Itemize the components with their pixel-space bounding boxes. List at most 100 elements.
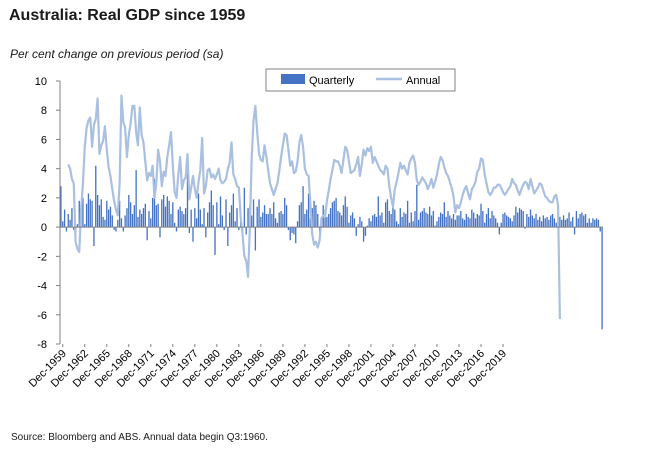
quarterly-bar — [219, 196, 222, 228]
quarterly-bar — [120, 218, 123, 228]
quarterly-bar — [263, 205, 266, 228]
quarterly-bar — [139, 209, 141, 228]
quarterly-bar — [254, 227, 257, 251]
quarterly-bar — [544, 218, 546, 228]
quarterly-bar — [315, 205, 317, 228]
quarterly-bar — [597, 219, 600, 228]
quarterly-bar — [60, 186, 62, 228]
quarterly-bar — [331, 202, 334, 228]
quarterly-bar — [278, 212, 280, 228]
quarterly-bar — [372, 215, 374, 228]
quarterly-bar — [280, 211, 282, 228]
quarterly-bar — [425, 212, 427, 228]
quarterly-bar — [432, 211, 434, 228]
quarterly-bar — [201, 224, 203, 228]
quarterly-bar — [463, 219, 466, 228]
chart-subtitle: Per cent change on previous period (sa) — [10, 47, 224, 61]
quarterly-bar — [340, 215, 343, 228]
quarterly-bar — [531, 215, 534, 228]
y-tick-label: 8 — [41, 105, 47, 117]
quarterly-bar — [377, 196, 379, 228]
quarterly-bar — [485, 213, 488, 228]
quarterly-bar — [173, 222, 176, 228]
quarterly-bar — [271, 213, 273, 228]
quarterly-bar — [157, 203, 159, 228]
quarterly-bar — [151, 197, 154, 228]
quarterly-bar — [234, 221, 236, 228]
quarterly-bar — [456, 215, 458, 228]
quarterly-bar — [520, 209, 523, 228]
quarterly-bar — [223, 227, 225, 231]
quarterly-bar — [458, 215, 460, 228]
quarterly-bar — [342, 205, 345, 228]
quarterly-bar — [210, 190, 212, 228]
quarterly-bar — [84, 224, 86, 228]
quarterly-bar — [337, 211, 339, 228]
quarterly-bar — [326, 216, 328, 228]
quarterly-bar — [581, 212, 583, 228]
quarterly-bar — [423, 208, 425, 228]
y-tick-label: 0 — [41, 222, 47, 234]
quarterly-bar — [67, 213, 69, 228]
quarterly-bar — [137, 216, 139, 228]
quarterly-bar — [82, 197, 84, 228]
quarterly-bar — [140, 213, 143, 228]
quarterly-bar — [568, 212, 570, 228]
quarterly-bar — [227, 227, 229, 247]
annual-series-group — [67, 94, 561, 320]
quarterly-bar — [586, 222, 589, 228]
quarterly-bar — [584, 213, 587, 228]
quarterly-bar — [430, 215, 433, 228]
quarterly-bar — [115, 227, 117, 232]
quarterly-bar — [194, 208, 196, 228]
quarterly-bar — [155, 205, 157, 228]
quarterly-bar — [208, 202, 211, 228]
quarterly-bar — [63, 209, 66, 228]
quarterly-bar — [197, 193, 200, 228]
quarterly-bar — [513, 215, 515, 228]
quarterly-bar — [284, 197, 286, 228]
quarterly-bar — [207, 212, 209, 228]
quarterly-bar — [550, 215, 552, 228]
quarterly-bar — [445, 216, 447, 228]
quarterly-bar — [462, 218, 464, 228]
quarterly-bar — [421, 211, 423, 228]
quarterly-bar — [498, 227, 501, 235]
quarterly-bar — [285, 205, 288, 228]
quarterly-bar — [69, 219, 71, 228]
quarterly-bar — [412, 221, 414, 228]
quarterly-bar — [368, 218, 370, 228]
quarterly-bar — [353, 218, 356, 228]
quarterly-bar — [293, 227, 295, 235]
quarterly-bar — [572, 216, 574, 228]
quarterly-bar — [85, 203, 88, 228]
y-tick-label: 10 — [35, 76, 47, 88]
quarterly-bar — [96, 194, 99, 228]
quarterly-bar — [276, 222, 279, 228]
quarterly-bar — [506, 215, 508, 228]
quarterly-bar — [172, 202, 174, 228]
quarterly-bar — [335, 197, 337, 228]
quarterly-bar — [447, 211, 449, 228]
quarterly-bar — [328, 213, 330, 228]
quarterly-bar — [196, 218, 198, 228]
quarterly-bar — [344, 196, 346, 228]
quarterly-bar — [289, 227, 291, 241]
quarterly-bar — [212, 205, 214, 228]
quarterly-bar — [359, 216, 361, 228]
legend-annual-label: Annual — [406, 75, 440, 87]
quarterly-bar — [236, 208, 238, 228]
annual-line — [67, 94, 561, 320]
quarterly-bar — [601, 227, 603, 330]
quarterly-bar — [269, 208, 271, 228]
quarterly-bar — [438, 216, 440, 228]
quarterly-bar — [594, 219, 596, 228]
quarterly-bar — [364, 227, 367, 236]
quarterly-bar — [573, 227, 576, 235]
quarterly-bar — [405, 213, 407, 228]
quarterly-bar — [245, 227, 247, 235]
y-tick-label: 2 — [41, 193, 47, 205]
quarterly-bar — [225, 199, 227, 228]
quarterly-bar — [166, 196, 168, 228]
quarterly-bar — [142, 208, 145, 228]
